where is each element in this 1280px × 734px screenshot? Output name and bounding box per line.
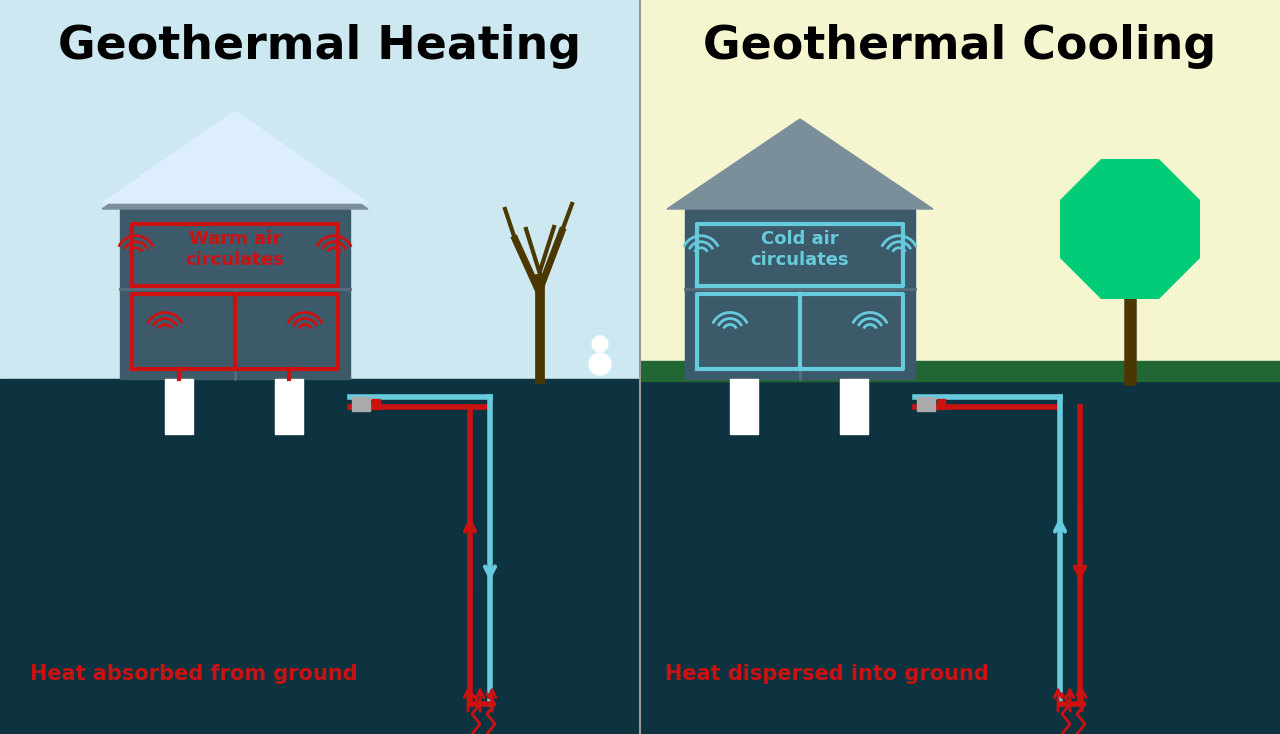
Text: Heat dispersed into ground: Heat dispersed into ground [666, 664, 988, 684]
Bar [275, 379, 303, 434]
Polygon shape [667, 119, 933, 209]
Bar [352, 397, 370, 411]
Bar [685, 209, 915, 379]
Polygon shape [102, 119, 369, 209]
Bar [372, 399, 380, 409]
Text: Cold air
circulates: Cold air circulates [750, 230, 850, 269]
Bar [0, 379, 1280, 734]
Polygon shape [102, 111, 369, 203]
Circle shape [591, 336, 608, 352]
Text: Warm air
circulates: Warm air circulates [186, 230, 284, 269]
Bar [640, 0, 1280, 734]
Bar [937, 399, 945, 409]
Text: Geothermal Heating: Geothermal Heating [59, 24, 581, 69]
Bar [916, 397, 934, 411]
Circle shape [589, 353, 611, 375]
Bar [165, 379, 193, 434]
Text: Heat absorbed from ground: Heat absorbed from ground [29, 664, 357, 684]
Bar [840, 379, 868, 434]
Bar [640, 361, 1280, 381]
Text: Geothermal Cooling: Geothermal Cooling [704, 24, 1216, 69]
Bar [730, 379, 758, 434]
Polygon shape [1061, 160, 1199, 298]
Bar [0, 0, 640, 734]
Bar [120, 209, 349, 379]
